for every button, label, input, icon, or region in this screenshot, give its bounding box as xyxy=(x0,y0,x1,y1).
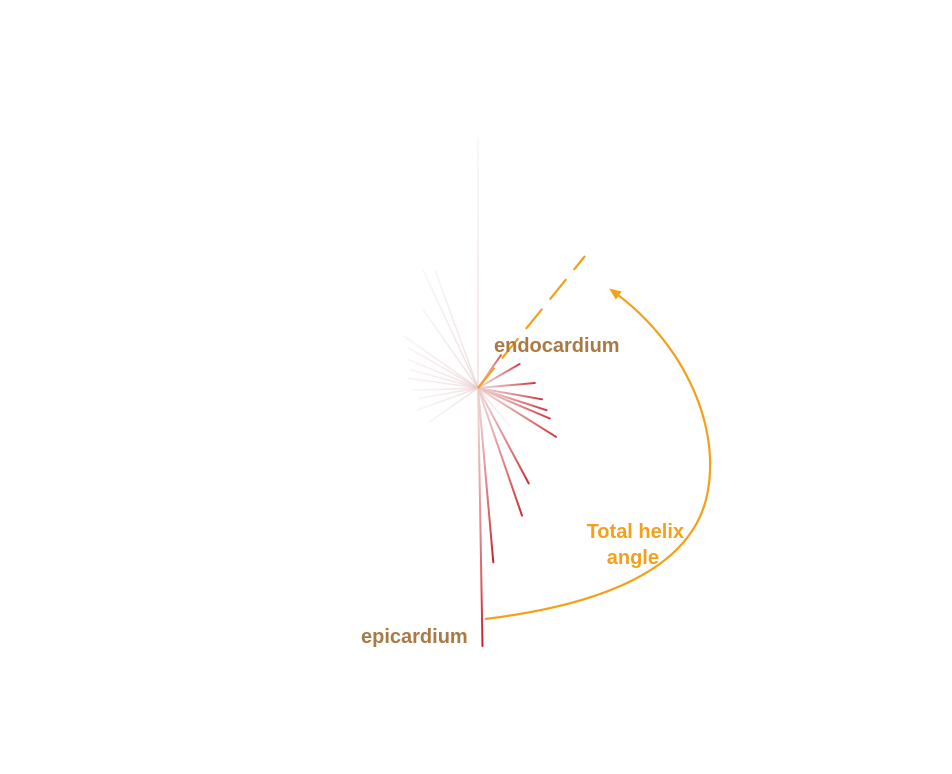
fiber-line xyxy=(416,387,479,412)
fiber-line xyxy=(477,387,530,485)
angle-label-line-2: angle xyxy=(607,547,659,569)
helix-angle-arrow xyxy=(484,288,712,621)
fiber-line xyxy=(428,387,479,424)
fiber-line xyxy=(409,369,479,389)
endocardium-fiber-extension xyxy=(477,255,586,389)
fiber-line xyxy=(407,347,479,389)
fiber-line xyxy=(477,387,484,647)
fiber-fan xyxy=(403,137,557,647)
fiber-line xyxy=(477,387,557,438)
fiber-line xyxy=(403,335,479,389)
epicardium-label: epicardium xyxy=(361,626,468,648)
fiber-line xyxy=(477,387,551,420)
fiber-line xyxy=(477,387,511,428)
angle-label-line-1: Total helix xyxy=(587,521,684,543)
fiber-line xyxy=(422,269,479,389)
fiber-line xyxy=(407,359,479,389)
fiber-line xyxy=(477,387,495,564)
fiber-line xyxy=(477,382,536,389)
fiber-line xyxy=(412,387,479,392)
fiber-line xyxy=(418,387,479,400)
fiber-line xyxy=(477,387,548,412)
endocardium-label: endocardium xyxy=(494,335,620,357)
fiber-line xyxy=(477,363,521,389)
fiber-line xyxy=(422,309,479,389)
fiber-line xyxy=(407,377,479,389)
fiber-line xyxy=(477,387,523,517)
fiber-line xyxy=(477,387,543,401)
fiber-line xyxy=(434,269,479,389)
